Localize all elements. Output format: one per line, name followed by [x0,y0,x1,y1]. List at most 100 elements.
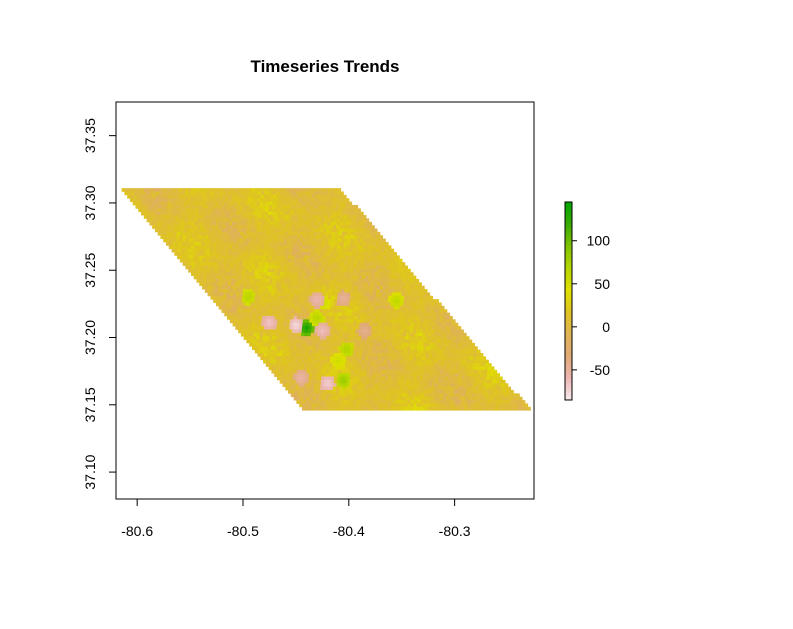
raster-cell [496,396,501,401]
raster-cell [518,400,523,404]
raster-cell [457,329,461,334]
raster-cell [329,363,333,367]
raster-cell [314,194,319,199]
raster-cell [313,204,317,209]
raster-cell [442,373,447,377]
raster-cell [389,339,393,344]
colorbar-segment [565,210,572,216]
raster-cell [344,258,349,263]
raster-cell [404,373,408,377]
raster-cell [320,194,325,199]
raster-cell [195,258,200,263]
raster-cell [383,285,387,290]
raster-cell [197,191,201,196]
raster-cell [427,393,431,398]
raster-cell [256,252,261,256]
raster-cell [239,215,243,219]
raster-cell [237,282,241,287]
raster-cell [233,204,238,209]
raster-cell [327,406,331,411]
raster-cell [188,268,192,273]
raster-cell [165,221,169,226]
raster-cell [248,319,253,324]
raster-cell [335,208,339,213]
raster-cell [413,373,418,377]
raster-cell [448,346,453,351]
raster-cell [377,252,382,256]
raster-cell [397,268,402,273]
raster-cell [218,252,223,256]
raster-cell [269,302,274,307]
raster-cell [305,188,310,192]
raster-cell [244,329,249,334]
raster-cell [244,275,249,280]
raster-cell [191,218,195,223]
raster-cell [446,312,451,317]
raster-cell [375,292,380,297]
raster-cell [375,349,379,354]
raster-cell [310,225,315,229]
raster-cell [127,194,131,199]
raster-cell [321,265,326,270]
raster-cell [347,289,352,293]
raster-cell [312,396,317,401]
raster-cell [235,326,239,330]
raster-cell [195,235,199,239]
raster-cell [297,363,302,367]
raster-cell [275,282,280,287]
raster-cell [321,403,325,408]
raster-cell [370,312,374,317]
raster-cell [351,258,355,263]
raster-cell [189,204,194,209]
raster-cell [264,245,268,250]
raster-cell [412,386,416,391]
raster-cell [318,373,323,377]
raster-cell [294,225,299,229]
raster-cell [331,292,335,297]
raster-cell [289,349,294,354]
raster-cell [295,194,299,199]
raster-cell [361,336,365,340]
raster-cell [286,319,291,324]
raster-cell [273,329,277,334]
raster-cell [246,235,250,239]
raster-cell [391,268,395,273]
raster-cell [307,383,312,388]
raster-cell [351,312,355,317]
raster-cell [325,285,330,290]
raster-cell [294,359,299,364]
raster-cell [328,289,333,293]
raster-cell [383,282,387,287]
raster-cell [409,359,413,364]
raster-cell [377,255,381,260]
raster-cell [300,363,305,367]
raster-cell [411,366,416,371]
raster-cell [368,248,372,253]
raster-cell [225,305,229,310]
raster-cell [210,215,215,219]
raster-cell [307,356,312,361]
raster-cell [202,285,206,290]
colorbar-frame [564,201,573,401]
raster-cell [438,349,443,354]
raster-cell [300,262,304,266]
raster-cell [316,363,321,367]
raster-cell [396,386,400,391]
raster-cell [244,194,249,199]
raster-cell [199,198,204,202]
raster-cell [192,235,196,239]
raster-cell [240,204,244,209]
raster-cell [231,221,236,226]
raster-cell [396,359,400,364]
raster-cell [367,228,372,233]
raster-cell [417,312,422,317]
raster-cell [413,379,417,384]
raster-cell [281,312,285,317]
raster-cell [363,285,368,290]
raster-cell [185,241,189,246]
raster-cell [378,272,382,276]
raster-cell [518,403,522,408]
raster-cell [161,225,166,229]
raster-cell [270,218,274,223]
colorbar-segment [565,309,572,315]
